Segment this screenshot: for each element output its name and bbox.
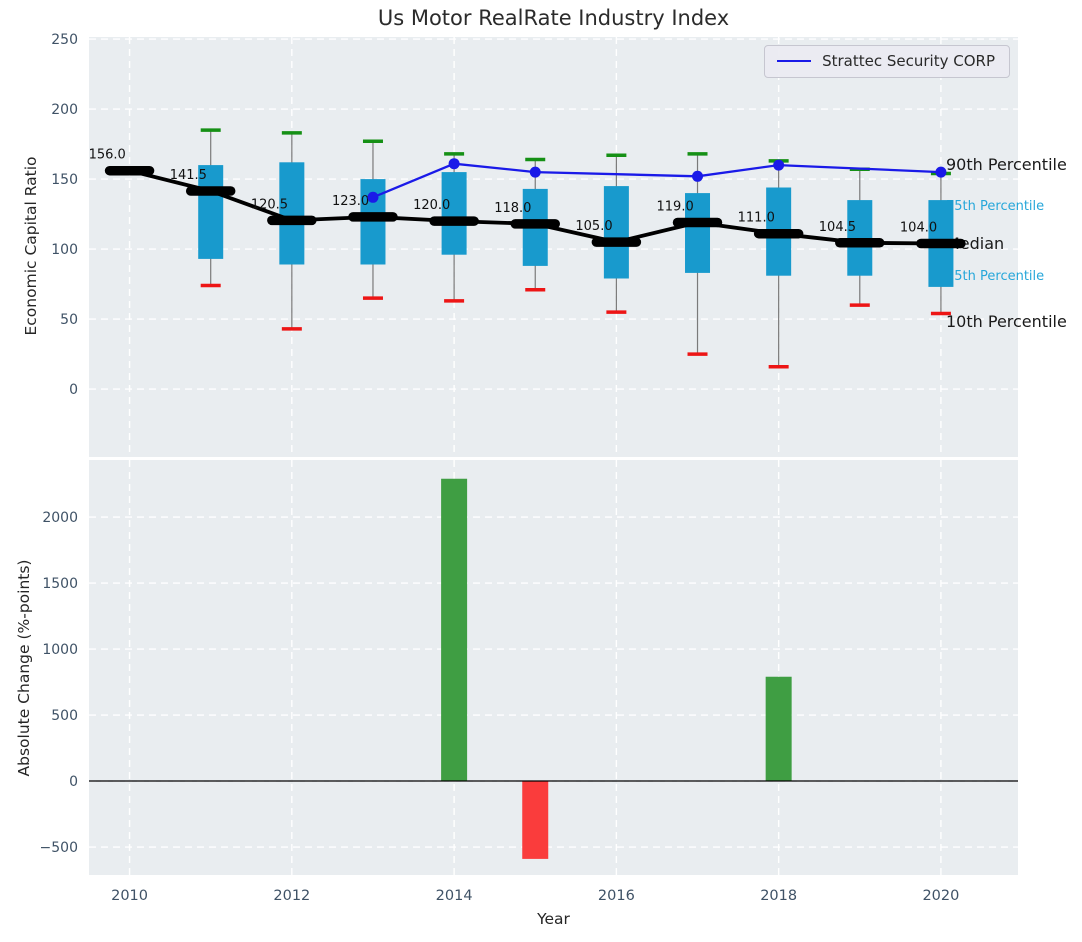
x-axis-label: Year [89, 910, 1018, 928]
legend: Strattec Security CORP [764, 45, 1010, 78]
annotation-75th-percentile: 75th Percentile [946, 200, 1044, 214]
annotation-median: Median [946, 235, 1004, 253]
annotation-10th-percentile: 10th Percentile [946, 313, 1067, 331]
legend-label: Strattec Security CORP [822, 52, 995, 70]
annotation-90th-percentile: 90th Percentile [946, 156, 1067, 174]
legend-line-swatch [777, 60, 811, 62]
figure: 90th Percentile 75th Percentile Median 2… [0, 0, 1082, 942]
top-y-axis-label: Economic Capital Ratio [22, 156, 40, 335]
bottom-y-axis-label: Absolute Change (%-points) [15, 560, 33, 777]
chart-title: Us Motor RealRate Industry Index [89, 6, 1018, 30]
annotation-25th-percentile: 25th Percentile [946, 270, 1044, 284]
annotation-layer: 90th Percentile 75th Percentile Median 2… [0, 0, 1082, 942]
